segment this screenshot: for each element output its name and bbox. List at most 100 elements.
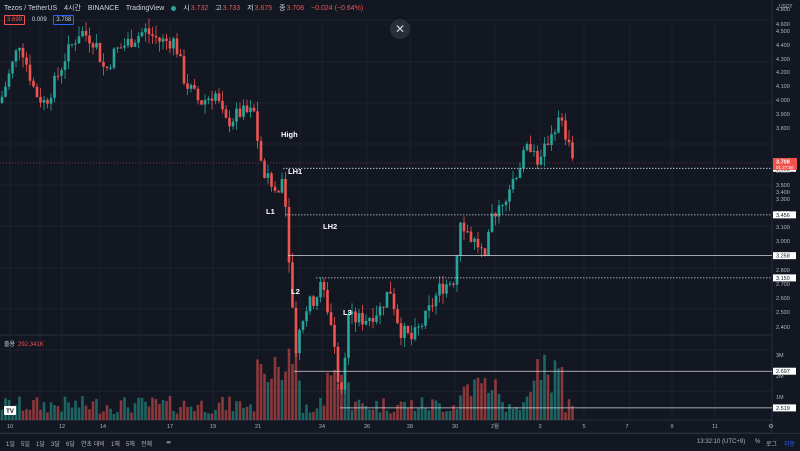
volume-bar <box>553 360 557 420</box>
volume-bar <box>480 383 483 420</box>
candle <box>224 109 228 118</box>
volume-bar <box>49 402 53 420</box>
volume-bar <box>21 410 25 420</box>
candle <box>25 57 28 65</box>
volume-bar <box>266 382 270 420</box>
volume-bar <box>466 384 469 420</box>
volume-bar <box>60 411 63 420</box>
time-tick: 5 <box>582 424 585 430</box>
low-value: 3.675 <box>254 5 273 12</box>
date-range-icon[interactable]: ⇹ <box>166 440 172 446</box>
low-label: 저 <box>247 5 254 12</box>
candle <box>172 38 175 49</box>
candle <box>179 54 182 57</box>
candle <box>4 86 7 97</box>
range-6m[interactable]: 6달 <box>66 442 75 448</box>
close-value: 3.708 <box>286 5 305 12</box>
volume-bar <box>529 391 532 420</box>
percent-toggle[interactable]: % <box>755 439 761 445</box>
candle <box>508 189 511 202</box>
range-5d[interactable]: 5일 <box>21 442 30 448</box>
volume-bar <box>364 405 368 420</box>
candle <box>364 320 368 325</box>
volume-bar <box>196 404 200 420</box>
range-1m[interactable]: 1달 <box>36 442 45 448</box>
candle <box>392 293 396 310</box>
candle <box>298 329 301 354</box>
candle <box>473 238 476 242</box>
range-1y[interactable]: 1해 <box>111 442 120 448</box>
range-all[interactable]: 전체 <box>141 442 153 448</box>
volume-bar <box>112 413 116 420</box>
high-value: 3.733 <box>222 5 241 12</box>
volume-bar <box>102 411 105 420</box>
settings-icon[interactable]: ⚙ <box>768 423 773 430</box>
sell-button[interactable]: 3.699 <box>4 15 26 25</box>
buy-button[interactable]: 3.708 <box>53 15 75 25</box>
volume-bar <box>95 399 98 420</box>
annotation-label: High <box>281 130 298 139</box>
candle <box>480 247 483 249</box>
volume-bar <box>301 412 305 420</box>
candle <box>497 205 501 217</box>
range-5y[interactable]: 5해 <box>126 442 135 448</box>
candle <box>427 305 431 311</box>
volume-bar <box>424 408 427 420</box>
candle <box>312 296 315 306</box>
candle <box>95 42 98 48</box>
candle <box>441 283 445 294</box>
volume-bar <box>315 408 319 420</box>
volume-bar <box>399 401 403 420</box>
volume-bar <box>455 409 459 420</box>
volume-bar <box>396 405 399 420</box>
volume-bar <box>539 379 543 420</box>
close-button[interactable]: ✕ <box>390 19 410 39</box>
volume-bar <box>438 403 441 420</box>
volume-bar <box>532 380 536 420</box>
volume-bar <box>329 375 333 420</box>
symbol-legend: Tezos / TetherUS 4시간 BINANCE TradingView… <box>4 3 368 13</box>
candle <box>81 31 84 37</box>
candle <box>200 100 203 105</box>
log-toggle[interactable]: 로그 <box>766 442 778 448</box>
volume-bar <box>441 411 445 420</box>
volume-bar <box>63 396 67 420</box>
volume-bar <box>238 401 242 420</box>
candle <box>354 311 357 323</box>
auto-toggle[interactable]: 자동 <box>784 442 796 448</box>
volume-bar <box>522 402 525 420</box>
candle <box>518 168 522 179</box>
candle <box>98 42 102 62</box>
close-icon: ✕ <box>394 22 406 36</box>
time-tick: 21 <box>255 424 261 430</box>
volume-bar <box>259 364 263 420</box>
candle <box>448 283 452 285</box>
volume-bar <box>308 412 312 420</box>
candle <box>221 101 224 110</box>
range-3m[interactable]: 3달 <box>51 442 60 448</box>
candle <box>343 357 347 390</box>
volume-bar <box>98 413 102 420</box>
volume-bar <box>434 400 438 420</box>
interval[interactable]: 4시간 <box>64 5 81 12</box>
volume-bar <box>319 397 322 420</box>
volume-bar <box>207 413 210 420</box>
volume-bar <box>494 379 497 420</box>
level-price-text: 3.258 <box>776 254 790 260</box>
range-1d[interactable]: 1일 <box>6 442 15 448</box>
volume-bar <box>287 348 291 420</box>
candle <box>63 61 67 71</box>
symbol-name[interactable]: Tezos / TetherUS <box>4 5 58 12</box>
candle <box>91 43 95 48</box>
candle <box>28 64 32 81</box>
volume-bar <box>81 396 84 420</box>
volume-bar <box>193 411 196 420</box>
candle <box>77 36 81 44</box>
range-ytd[interactable]: 연초 대비 <box>81 442 105 448</box>
candle <box>564 120 567 140</box>
level-price-tag <box>773 252 796 260</box>
volume-bar <box>203 412 207 420</box>
level-price-text: 2.519 <box>776 406 790 412</box>
clock[interactable]: 13:32:10 (UTC+9) <box>697 439 746 445</box>
